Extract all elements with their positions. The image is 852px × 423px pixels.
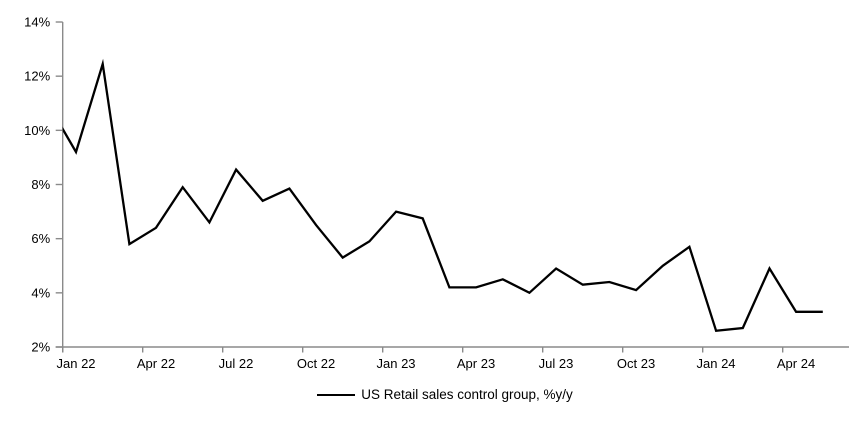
legend-label: US Retail sales control group, %y/y — [361, 387, 573, 402]
y-tick-label: 12% — [24, 69, 50, 84]
x-tick-label: Oct 22 — [297, 356, 335, 371]
x-tick-label: Apr 22 — [137, 356, 175, 371]
y-tick-label: 4% — [31, 285, 50, 300]
x-tick-label: Jul 23 — [539, 356, 574, 371]
y-tick-label: 6% — [31, 231, 50, 246]
y-tick-label: 10% — [24, 123, 50, 138]
y-tick-label: 8% — [31, 177, 50, 192]
x-tick-label: Apr 24 — [777, 356, 815, 371]
legend: US Retail sales control group, %y/y — [0, 387, 852, 402]
series-line — [62, 58, 823, 333]
x-tick-label: Jan 23 — [377, 356, 416, 371]
line-chart-canvas: 2% 4% 6% 8% 10% 12% 14% Jan 22 Apr 22 Jul 22 Oct 2… — [24, 15, 849, 371]
x-tick-label: Jan 22 — [57, 356, 96, 371]
y-tick-label: 2% — [31, 340, 50, 355]
x-tick-label: Oct 23 — [617, 356, 655, 371]
y-tick-label: 14% — [24, 15, 50, 30]
x-tick-label: Jan 24 — [697, 356, 736, 371]
x-tick-label: Apr 23 — [457, 356, 495, 371]
legend-line-sample-icon — [317, 393, 356, 396]
x-tick-label: Jul 22 — [219, 356, 254, 371]
